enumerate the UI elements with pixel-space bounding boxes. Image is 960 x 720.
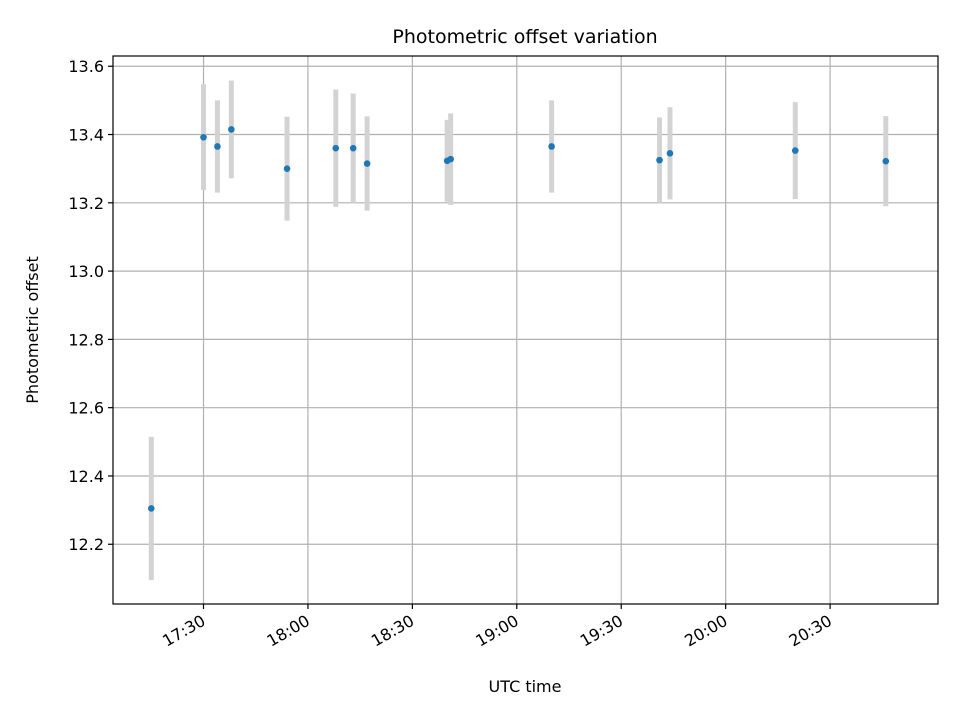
grid-lines: [113, 56, 938, 604]
y-tick-label: 13.4: [68, 126, 104, 145]
data-point: [214, 143, 221, 150]
data-point: [363, 160, 371, 167]
y-axis-title: Photometric offset: [23, 256, 42, 404]
data-point: [666, 150, 674, 157]
plot-area-frame: [112, 55, 939, 605]
data-points: [147, 126, 890, 512]
y-tick-label: 13.6: [68, 57, 104, 76]
data-point: [349, 144, 357, 152]
data-point: [332, 144, 340, 152]
data-point: [200, 133, 207, 141]
y-tick-label: 13.0: [68, 262, 104, 281]
x-axis-title: UTC time: [489, 677, 562, 696]
y-axis-ticks: 12.2 12.4 12.6 12.8 13.0 13.2 13.4 13.6: [68, 57, 113, 554]
data-point: [147, 505, 155, 512]
y-tick-label: 12.8: [68, 330, 104, 349]
data-point: [791, 147, 799, 154]
data-point: [656, 156, 663, 164]
y-tick-label: 12.4: [68, 467, 104, 486]
data-point: [882, 157, 890, 165]
y-tick-label: 13.2: [68, 194, 104, 213]
y-tick-label: 12.6: [68, 399, 104, 418]
data-point: [548, 143, 555, 150]
data-point: [283, 165, 291, 172]
y-tick-label: 12.2: [68, 535, 104, 554]
chart-title: Photometric offset variation: [392, 26, 657, 48]
data-point: [447, 155, 454, 163]
data-point: [228, 126, 235, 133]
